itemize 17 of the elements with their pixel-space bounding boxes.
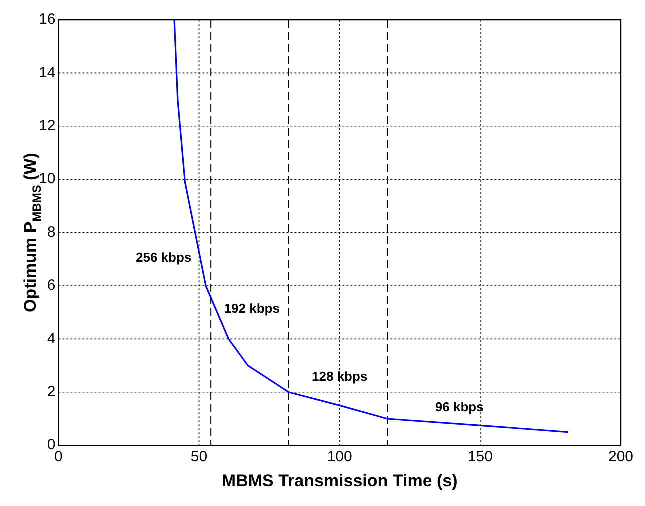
x-tick-label: 150 (468, 448, 493, 466)
y-tick-label: 0 (47, 436, 56, 454)
annotation: 96 kbps (435, 400, 484, 415)
y-tick-label: 16 (38, 11, 56, 28)
y-tick-label: 12 (38, 118, 56, 135)
y-tick-label: 4 (47, 330, 56, 348)
annotation: 192 kbps (224, 300, 280, 316)
x-tick-label: 50 (190, 448, 208, 466)
y-tick-label: 2 (47, 384, 56, 401)
x-tick-label: 100 (327, 448, 352, 466)
x-axis-title: MBMS Transmission Time (s) (222, 471, 458, 490)
y-tick-label: 6 (47, 277, 56, 294)
y-tick-label: 14 (38, 64, 56, 82)
y-tick-label: 8 (47, 224, 56, 241)
annotation: 128 kbps (312, 369, 368, 384)
annotation: 256 kbps (136, 250, 192, 265)
x-tick-label: 200 (608, 448, 634, 466)
